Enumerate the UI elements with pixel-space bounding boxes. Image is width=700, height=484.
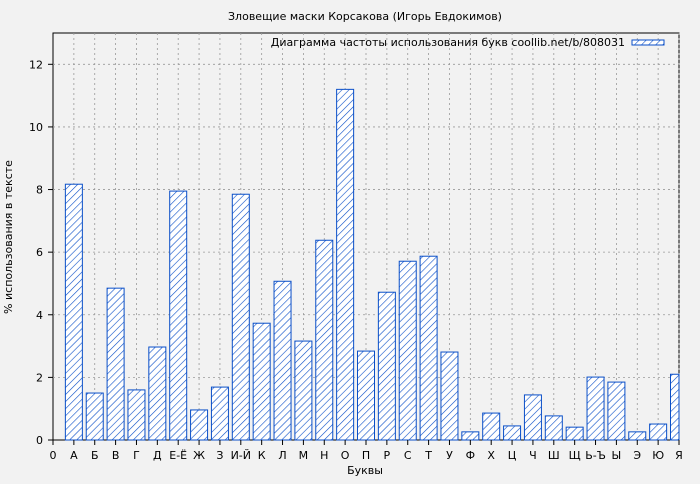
bar-А <box>64 183 83 441</box>
legend: Диаграмма частоты использования букв coo… <box>271 36 665 49</box>
bar-Ю <box>649 423 668 441</box>
y-tick-label: 10 <box>29 121 43 134</box>
x-tick-label: 0 <box>50 449 57 462</box>
bar-Ц <box>503 425 522 441</box>
bar-Д <box>148 346 167 441</box>
bar-З <box>210 386 229 441</box>
bar-Т <box>419 255 438 441</box>
x-tick-label: Ц <box>508 449 517 462</box>
bar-Э <box>628 431 647 441</box>
bar-Ь-Ъ <box>586 376 605 441</box>
x-tick-label: Ю <box>652 449 664 462</box>
y-tick-label: 8 <box>36 184 43 197</box>
legend-swatch <box>631 39 665 46</box>
bar-Л <box>273 280 292 441</box>
legend-label: Диаграмма частоты использования букв coo… <box>271 36 625 49</box>
bar-М <box>294 340 313 441</box>
y-tick-label: 12 <box>29 58 43 71</box>
y-tick-label: 2 <box>36 371 43 384</box>
x-tick-label: Н <box>320 449 328 462</box>
y-tick-label: 0 <box>36 434 43 447</box>
bar-Е-Ё <box>169 190 188 441</box>
x-tick-label: Ж <box>193 449 205 462</box>
grid <box>53 33 680 440</box>
x-tick-label: Я <box>675 449 683 462</box>
bar-У <box>440 351 459 441</box>
y-tick-label: 6 <box>36 246 43 259</box>
x-tick-label: Л <box>278 449 286 462</box>
x-tick-label: С <box>404 449 412 462</box>
x-tick-label: М <box>299 449 309 462</box>
x-tick-label: П <box>362 449 370 462</box>
x-tick-label: О <box>341 449 350 462</box>
x-tick-label: Е-Ё <box>169 449 187 462</box>
x-tick-label: Ь-Ъ <box>585 449 606 462</box>
bar-Я <box>670 373 680 441</box>
bar-К <box>252 322 271 441</box>
bar-С <box>398 260 417 441</box>
bars <box>64 88 680 441</box>
bar-И-Й <box>231 193 250 441</box>
x-tick-label: У <box>446 449 453 462</box>
bar-Г <box>127 389 146 441</box>
x-tick-label: В <box>112 449 120 462</box>
y-tick-label: 4 <box>36 309 43 322</box>
x-tick-label: Ы <box>612 449 622 462</box>
x-axis-label: Буквы <box>347 464 383 477</box>
x-tick-label: Щ <box>569 449 581 462</box>
bar-Х <box>482 412 501 441</box>
x-tick-label: Э <box>633 449 641 462</box>
x-tick-label: А <box>70 449 78 462</box>
y-axis-label: % использования в тексте <box>2 160 15 314</box>
bar-Ж <box>190 409 209 441</box>
x-tick-label: Д <box>153 449 162 462</box>
x-tick-label: К <box>258 449 266 462</box>
x-tick-label: Г <box>133 449 140 462</box>
x-tick-label: Ш <box>548 449 560 462</box>
x-tick-label: Б <box>91 449 99 462</box>
x-tick-label: Т <box>424 449 432 462</box>
x-tick-label: И-Й <box>231 449 251 462</box>
x-tick-label: Х <box>487 449 495 462</box>
x-tick-label: Ф <box>466 449 475 462</box>
bar-Ш <box>544 415 563 441</box>
bar-Н <box>315 239 334 441</box>
bar-Ф <box>461 431 480 441</box>
x-tick-label: Ч <box>529 449 537 462</box>
x-tick-label: Р <box>384 449 391 462</box>
bar-В <box>106 287 125 441</box>
bar-Щ <box>565 426 584 441</box>
chart-title: Зловещие маски Корсакова (Игорь Евдокимо… <box>228 10 502 23</box>
bar-П <box>357 350 375 441</box>
bar-Р <box>377 291 396 441</box>
bar-О <box>336 88 355 441</box>
x-tick-label: З <box>216 449 223 462</box>
bar-Ч <box>523 394 542 441</box>
bar-Ы <box>607 381 626 441</box>
bar-Б <box>85 392 104 441</box>
